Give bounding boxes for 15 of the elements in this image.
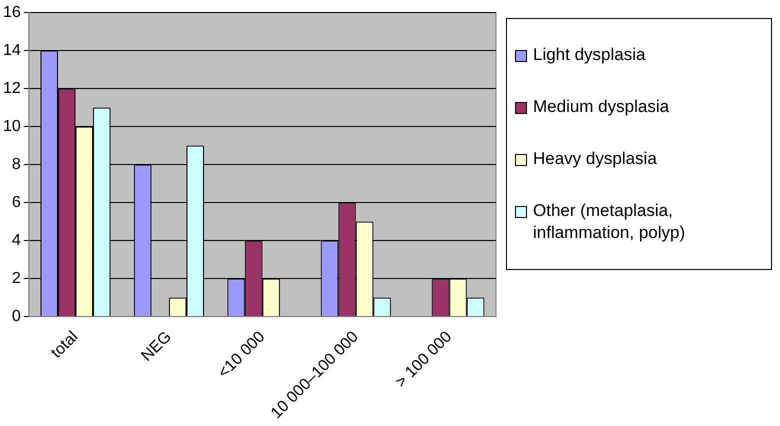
y-tick-label: 10 <box>3 118 21 136</box>
x-tick-label: > 100 000 <box>392 328 456 392</box>
y-tick-label: 0 <box>12 308 21 326</box>
y-tick-label: 14 <box>3 42 21 60</box>
legend-label: Medium dysplasia <box>533 96 670 118</box>
y-tick-label: 6 <box>12 194 21 212</box>
y-tick-label: 8 <box>12 156 21 174</box>
x-tick-label: <10 000 <box>215 328 268 382</box>
legend-label: Heavy dysplasia <box>533 148 657 170</box>
legend-label: Light dysplasia <box>533 44 646 66</box>
legend-label: Other (metaplasia, inflammation, polyp) <box>533 200 686 244</box>
y-tick-label: 4 <box>12 232 21 250</box>
y-tick-label: 2 <box>12 270 21 288</box>
y-tick-label: 12 <box>3 80 21 98</box>
y-tick-label: 16 <box>3 4 21 22</box>
